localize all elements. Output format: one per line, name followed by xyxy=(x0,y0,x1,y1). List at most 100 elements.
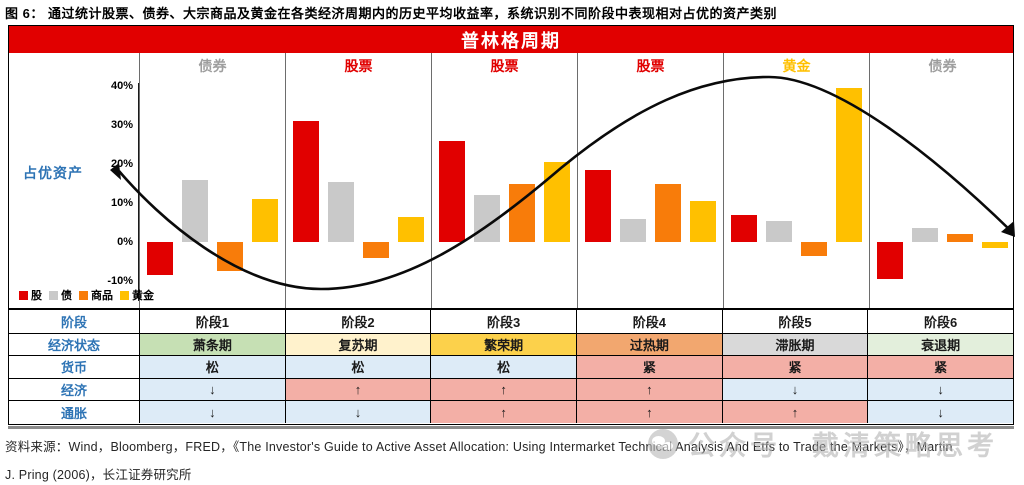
table-cell-货币-stage4: 紧 xyxy=(576,355,722,378)
y-tick-label: 30% xyxy=(110,119,133,131)
table-cell-阶段-stage6: 阶段6 xyxy=(867,310,1013,333)
bar-股-stage3 xyxy=(439,140,465,242)
stage-column-3: 股票 xyxy=(431,53,577,308)
y-axis-label: 占优资产 xyxy=(23,165,83,181)
bar-商品-stage3 xyxy=(509,183,535,242)
bottom-divider xyxy=(8,426,1014,429)
stage-column-4: 股票 xyxy=(577,53,723,308)
bar-债-stage5 xyxy=(766,220,792,242)
bar-商品-stage4 xyxy=(655,183,681,242)
y-tick-label: 40% xyxy=(110,80,133,92)
stage-column-2: 股票 xyxy=(285,53,431,308)
legend-item-债: 债 xyxy=(49,287,72,303)
cycle-bar-chart: 占优资产 40% 30% 20% 10% 0% -10% 债券 股票 股票 股票 黄金 债券 股债商… xyxy=(9,53,1015,308)
dominant-asset-label: 黄金 xyxy=(782,58,811,74)
chart-legend: 股 债 商品 黄金 xyxy=(19,287,154,303)
cycle-stage-table: 阶段 阶段1 阶段2 阶段3 阶段4 阶段5 阶段6 经济状态 萧条期 复苏期 繁荣期 过热期 滞胀期衰… xyxy=(9,308,1013,423)
table-cell-通胀-stage3: ↑ xyxy=(430,400,576,423)
table-cell-阶段-stage2: 阶段2 xyxy=(284,310,431,333)
bar-债-stage3 xyxy=(474,195,500,242)
legend-swatch xyxy=(79,290,88,300)
table-cell-货币-stage1: 松 xyxy=(139,355,285,378)
bar-黄金-stage6 xyxy=(982,242,1008,248)
dominant-asset-label: 股票 xyxy=(344,58,373,74)
table-cell-经济状态-stage1: 萧条期 xyxy=(139,332,285,356)
table-cell-经济状态-stage5: 滞胀期 xyxy=(721,332,868,356)
table-cell-货币-stage3: 松 xyxy=(430,355,576,378)
row-header-经济状态: 经济状态 xyxy=(9,332,139,356)
table-cell-经济-stage3: ↑ xyxy=(430,377,576,401)
table-cell-通胀-stage5: ↑ xyxy=(721,400,868,423)
bar-股-stage2 xyxy=(293,121,319,242)
table-cell-通胀-stage4: ↑ xyxy=(576,400,722,423)
bar-债-stage1 xyxy=(182,179,208,242)
legend-item-黄金: 黄金 xyxy=(120,287,154,303)
y-tick-label: 20% xyxy=(110,158,133,170)
table-cell-经济-stage2: ↑ xyxy=(284,377,431,401)
bar-股-stage4 xyxy=(585,169,611,242)
figure-title: 普林格周期 xyxy=(461,30,561,51)
bar-债-stage2 xyxy=(328,181,354,242)
bar-商品-stage5 xyxy=(801,242,827,256)
bar-商品-stage6 xyxy=(947,234,973,242)
dominant-asset-label: 债券 xyxy=(198,58,227,74)
table-cell-阶段-stage4: 阶段4 xyxy=(576,310,722,333)
table-cell-阶段-stage1: 阶段1 xyxy=(139,310,285,333)
bar-商品-stage1 xyxy=(217,242,243,272)
stage-column-5: 黄金 xyxy=(723,53,869,308)
legend-swatch xyxy=(49,290,58,300)
bar-股-stage5 xyxy=(731,214,757,242)
bar-股-stage6 xyxy=(877,242,903,280)
bar-债-stage4 xyxy=(620,218,646,242)
y-tick-label: 0% xyxy=(117,236,133,248)
bar-债-stage6 xyxy=(912,228,938,242)
table-cell-经济-stage5: ↓ xyxy=(721,377,868,401)
row-header-通胀: 通胀 xyxy=(9,400,139,423)
table-cell-阶段-stage3: 阶段3 xyxy=(430,310,576,333)
dominant-asset-label: 股票 xyxy=(636,58,665,74)
legend-item-商品: 商品 xyxy=(79,287,113,303)
table-cell-货币-stage2: 松 xyxy=(284,355,431,378)
bar-黄金-stage5 xyxy=(836,87,862,242)
bar-黄金-stage4 xyxy=(690,201,716,242)
bar-股-stage1 xyxy=(147,242,173,276)
bar-黄金-stage3 xyxy=(544,162,570,242)
bar-商品-stage2 xyxy=(363,242,389,258)
legend-swatch xyxy=(120,290,129,300)
table-cell-通胀-stage1: ↓ xyxy=(139,400,285,423)
table-cell-货币-stage6: 紧 xyxy=(867,355,1013,378)
legend-item-股: 股 xyxy=(19,287,42,303)
row-header-货币: 货币 xyxy=(9,355,139,378)
table-cell-货币-stage5: 紧 xyxy=(721,355,868,378)
legend-label: 黄金 xyxy=(132,290,154,302)
table-cell-经济状态-stage2: 复苏期 xyxy=(284,332,431,356)
source-line-1: 资料来源：Wind，Bloomberg，FRED，《The Investor's… xyxy=(5,440,953,454)
stage-column-1: 债券 xyxy=(139,53,285,308)
bar-黄金-stage1 xyxy=(252,199,278,242)
legend-swatch xyxy=(19,290,28,300)
legend-label: 股 xyxy=(31,290,42,302)
table-cell-通胀-stage2: ↓ xyxy=(284,400,431,423)
table-cell-经济状态-stage4: 过热期 xyxy=(576,332,722,356)
table-cell-经济-stage1: ↓ xyxy=(139,377,285,401)
y-tick-label: -10% xyxy=(107,275,133,287)
table-cell-通胀-stage6: ↓ xyxy=(867,400,1013,423)
table-cell-经济状态-stage6: 衰退期 xyxy=(867,332,1013,356)
pring-cycle-figure: 普林格周期 占优资产 40% 30% 20% 10% 0% -10% 债券 股票 股票 股票 黄金… xyxy=(8,25,1015,425)
dominant-asset-label: 股票 xyxy=(490,58,519,74)
legend-label: 商品 xyxy=(91,290,113,302)
figure-title-banner: 普林格周期 xyxy=(9,26,1013,53)
table-cell-经济-stage6: ↓ xyxy=(867,377,1013,401)
source-line-2: J. Pring (2006)，长江证券研究所 xyxy=(5,468,192,482)
row-header-经济: 经济 xyxy=(9,377,139,401)
table-cell-经济-stage4: ↑ xyxy=(576,377,722,401)
stage-column-6: 债券 xyxy=(869,53,1015,308)
row-header-阶段: 阶段 xyxy=(9,310,139,333)
bar-黄金-stage2 xyxy=(398,216,424,242)
legend-label: 债 xyxy=(61,290,72,302)
y-tick-label: 10% xyxy=(110,197,133,209)
table-cell-阶段-stage5: 阶段5 xyxy=(721,310,868,333)
figure-caption: 图 6： 通过统计股票、债券、大宗商品及黄金在各类经济周期内的历史平均收益率，系… xyxy=(5,6,777,21)
table-cell-经济状态-stage3: 繁荣期 xyxy=(430,332,576,356)
